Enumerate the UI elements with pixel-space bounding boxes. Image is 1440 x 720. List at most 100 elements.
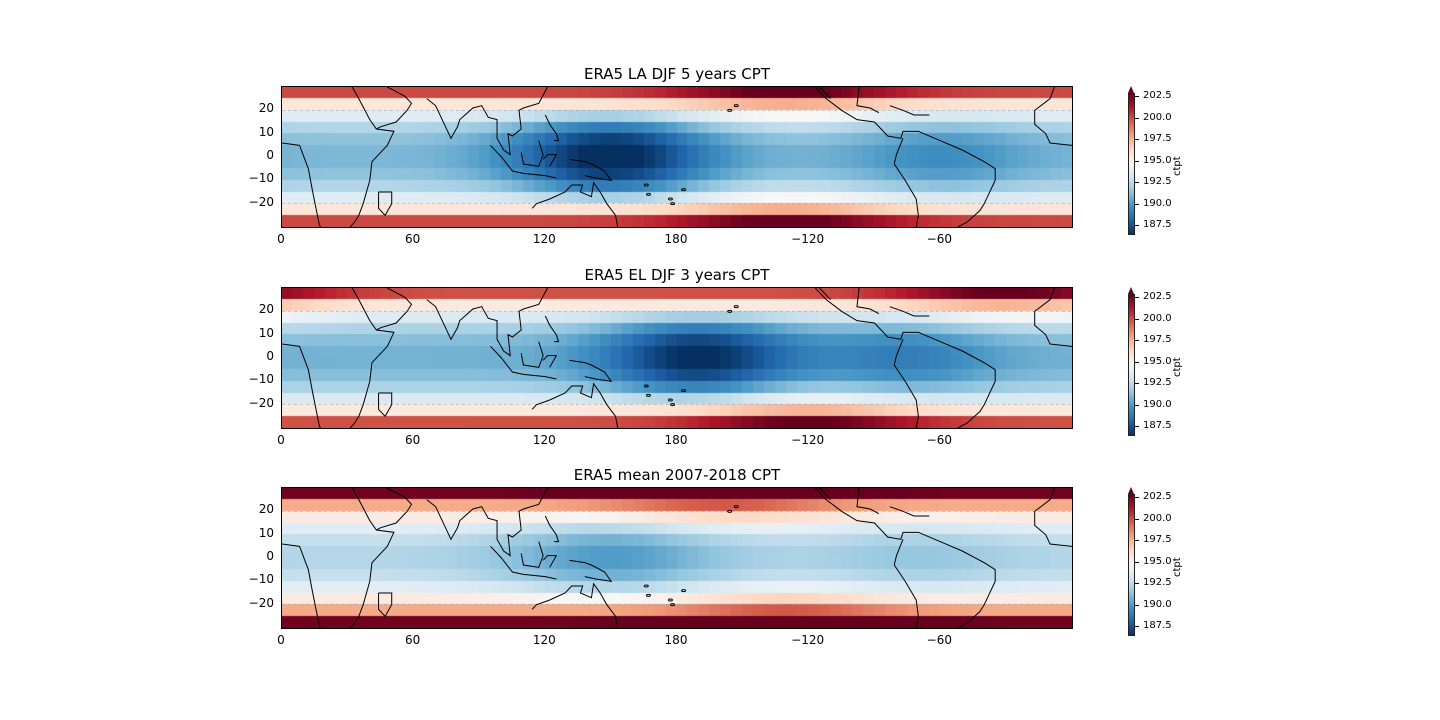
colorbar-tick-label: 190.0 [1135, 398, 1172, 410]
coastline [426, 488, 548, 557]
colorbar-tick-label: 202.5 [1135, 291, 1172, 303]
coastline [893, 339, 919, 428]
colorbar-tick-label: 187.5 [1135, 620, 1172, 632]
coastline [569, 559, 613, 583]
coastline [856, 288, 880, 315]
x-tick-label: −120 [791, 232, 825, 246]
coastline [819, 288, 831, 301]
coastline [376, 87, 413, 130]
x-tick-label: 60 [405, 232, 421, 246]
coastline [520, 341, 544, 368]
coastlines [282, 87, 1072, 227]
y-tick-label: 10 [258, 525, 274, 540]
coastline [349, 288, 395, 428]
colorbar-tick-label: 192.5 [1135, 577, 1172, 589]
island [681, 589, 687, 593]
panel-la: ERA5 LA DJF 5 years CPT 20 10 0 −10 −20 0 60 12… [0, 60, 1440, 260]
coastline [531, 181, 619, 227]
coastlines [282, 488, 1072, 628]
coastline [490, 345, 557, 380]
chart-title: ERA5 LA DJF 5 years CPT [583, 65, 770, 83]
colorbar-extend-arrow [1128, 287, 1134, 294]
x-tick-label: 0 [277, 433, 285, 447]
colorbar-tick-label: 200.0 [1135, 312, 1172, 324]
y-tick-label: 20 [258, 101, 274, 116]
coastline [426, 288, 548, 357]
island [667, 197, 673, 201]
coastline [814, 488, 996, 628]
coastline [893, 138, 919, 227]
colorbar-extend-arrow [1128, 86, 1134, 93]
island [670, 603, 676, 607]
x-tick-label: −60 [926, 232, 952, 246]
coastline [520, 541, 544, 568]
x-tick-label: 180 [664, 232, 688, 246]
y-tick-label: 0 [266, 349, 274, 363]
y-tick-label: −20 [248, 194, 274, 209]
y-tick-label: −10 [248, 171, 274, 186]
coastline [282, 142, 321, 227]
panel-el: ERA5 EL DJF 3 years CPT 20 10 0 −10 −20 0 60 12… [0, 261, 1440, 461]
colorbar [1128, 494, 1135, 636]
coastline [490, 144, 557, 179]
colorbar-tick-label: 197.5 [1135, 334, 1172, 346]
colorbar-tick-label: 200.0 [1135, 512, 1172, 524]
colorbar-tick-label: 200.0 [1135, 111, 1172, 123]
coastline [542, 154, 558, 167]
colorbar-tick-label: 187.5 [1135, 420, 1172, 432]
island [727, 309, 733, 313]
coastline [569, 158, 613, 182]
coastline [893, 539, 919, 628]
island [681, 188, 687, 192]
colorbar-tick-label: 187.5 [1135, 219, 1172, 231]
coastline [349, 87, 395, 227]
colorbar-extend-arrow [1128, 487, 1134, 494]
y-tick-label: −10 [248, 372, 274, 387]
colorbar [1128, 294, 1135, 436]
colorbar-tick-label: 190.0 [1135, 598, 1172, 610]
coastline [490, 545, 557, 580]
coastline [569, 359, 613, 383]
coastlines [282, 288, 1072, 428]
x-tick-label: −60 [926, 433, 952, 447]
island [667, 398, 673, 402]
y-tick-label: 10 [258, 124, 274, 139]
heatmap-canvas [282, 288, 1072, 428]
coastline [544, 515, 560, 543]
coastline [282, 343, 321, 428]
island [670, 202, 676, 206]
island [667, 598, 673, 602]
coastline [531, 582, 619, 628]
heatmap-map [281, 487, 1073, 629]
y-tick-label: 0 [266, 148, 274, 162]
colorbar-tick-label: 195.0 [1135, 154, 1172, 166]
coastline [376, 288, 413, 331]
coastline [889, 306, 930, 317]
y-tick-label: 10 [258, 325, 274, 340]
coastline [856, 87, 880, 114]
colorbar-tick-label: 195.0 [1135, 555, 1172, 567]
coastline [378, 592, 393, 618]
chart-title: ERA5 EL DJF 3 years CPT [584, 266, 770, 284]
island [733, 505, 739, 509]
coastline [376, 488, 413, 531]
heatmap-canvas [282, 87, 1072, 227]
coastline [814, 288, 996, 428]
heatmap-map [281, 287, 1073, 429]
coastline [544, 315, 560, 343]
y-tick-label: −10 [248, 572, 274, 587]
island [645, 593, 651, 597]
colorbar-tick-label: 192.5 [1135, 176, 1172, 188]
colorbar [1128, 93, 1135, 235]
coastline [814, 87, 996, 227]
coastline [282, 543, 321, 628]
coastline [378, 191, 393, 217]
coastline [378, 392, 393, 418]
island [643, 183, 649, 187]
island [643, 584, 649, 588]
coastline [1034, 488, 1072, 547]
coastline [542, 555, 558, 568]
coastline [349, 488, 395, 628]
coastline [819, 488, 831, 501]
y-tick-label: 20 [258, 302, 274, 317]
